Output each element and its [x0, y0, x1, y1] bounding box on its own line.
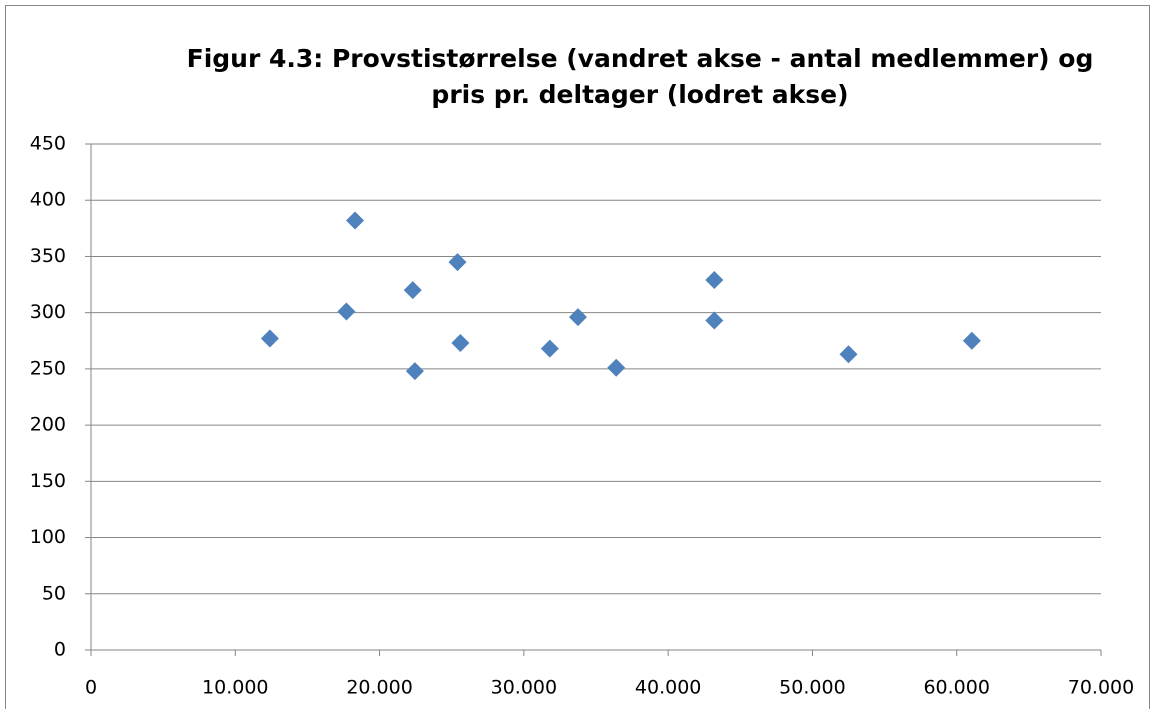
- y-tick-label: 0: [54, 639, 66, 661]
- chart-title: Figur 4.3: Provstistørrelse (vandret aks…: [187, 44, 1094, 73]
- y-tick-label: 150: [30, 470, 66, 492]
- y-tick-label: 350: [30, 245, 66, 267]
- y-tick-label: 450: [30, 133, 66, 155]
- chart-title: pris pr. deltager (lodret akse): [431, 80, 848, 109]
- x-tick-label: 0: [85, 677, 97, 699]
- y-tick-label: 200: [30, 414, 66, 436]
- chart-border: [5, 5, 1150, 709]
- point: [568, 308, 587, 327]
- x-tick-label: 30.000: [491, 677, 557, 699]
- point: [705, 271, 724, 290]
- y-tick-label: 50: [42, 582, 66, 604]
- x-tick-label: 50.000: [779, 677, 845, 699]
- point: [607, 358, 626, 377]
- x-tick-label: 60.000: [923, 677, 989, 699]
- y-tick-label: 300: [30, 301, 66, 323]
- y-tick-label: 100: [30, 526, 66, 548]
- point: [448, 253, 467, 272]
- y-tick-label: 250: [30, 357, 66, 379]
- point: [260, 329, 279, 348]
- point: [337, 302, 356, 321]
- point: [403, 281, 422, 300]
- x-tick-label: 10.000: [202, 677, 268, 699]
- point: [839, 345, 858, 364]
- point: [705, 311, 724, 330]
- point: [540, 339, 559, 358]
- x-tick-label: 40.000: [635, 677, 701, 699]
- point: [451, 334, 470, 353]
- x-tick-label: 70.000: [1068, 677, 1134, 699]
- y-tick-label: 400: [30, 189, 66, 211]
- point: [962, 331, 981, 350]
- x-tick-label: 20.000: [346, 677, 412, 699]
- point: [346, 211, 365, 230]
- point: [405, 362, 424, 381]
